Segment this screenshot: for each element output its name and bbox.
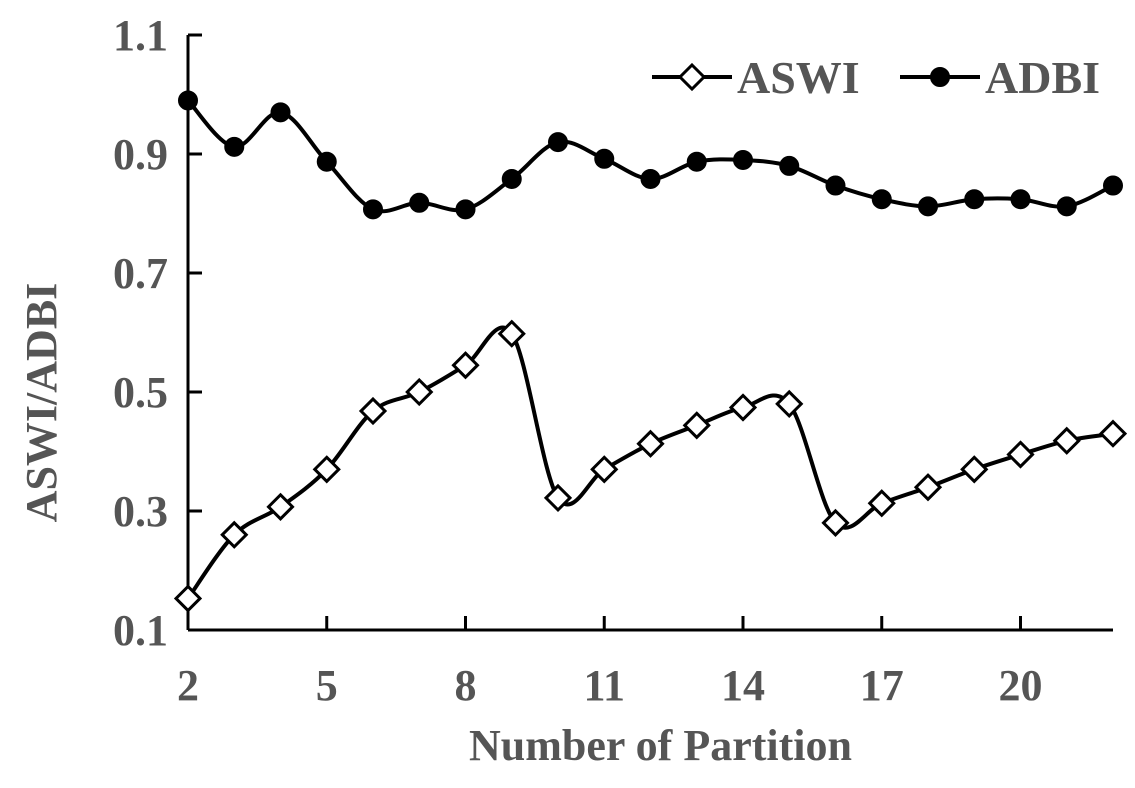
legend-item-adbi: ADBI xyxy=(900,52,1100,103)
data-point-adbi xyxy=(871,189,892,210)
x-tick-label: 14 xyxy=(721,661,765,710)
data-point-aswi xyxy=(775,389,804,419)
y-tick-label: 0.1 xyxy=(113,606,168,655)
y-tick-label: 1.1 xyxy=(113,11,168,60)
axes xyxy=(186,35,1113,632)
data-point-adbi xyxy=(270,102,291,123)
data-point-aswi xyxy=(451,351,480,380)
y-axis-title: ASWI/ADBI xyxy=(17,283,66,523)
y-ticks: 0.1 0.3 0.5 0.7 0.9 1.1 xyxy=(113,11,202,655)
series-line-aswi xyxy=(186,325,1114,600)
legend-label-aswi: ASWI xyxy=(737,52,860,103)
data-point-adbi xyxy=(594,148,615,169)
data-point-adbi xyxy=(918,196,938,217)
data-point-aswi xyxy=(266,492,295,521)
x-axis-title: Number of Partition xyxy=(469,721,852,770)
data-point-aswi xyxy=(497,319,526,348)
legend-label-adbi: ADBI xyxy=(985,52,1100,103)
legend-marker-adbi xyxy=(930,67,950,87)
y-tick-label: 0.7 xyxy=(113,249,168,298)
data-point-adbi xyxy=(501,168,522,189)
data-point-adbi xyxy=(363,199,383,220)
data-point-aswi xyxy=(728,393,758,422)
data-point-adbi xyxy=(640,168,661,189)
series-adbi xyxy=(178,90,1123,220)
data-point-aswi xyxy=(913,473,943,502)
data-point-aswi xyxy=(173,584,203,613)
data-point-aswi xyxy=(1098,419,1128,448)
data-point-adbi xyxy=(548,132,568,153)
data-point-aswi xyxy=(405,377,434,407)
data-point-aswi xyxy=(1006,440,1035,469)
data-point-adbi xyxy=(224,136,245,157)
x-tick-label: 20 xyxy=(999,661,1043,710)
x-tick-label: 5 xyxy=(316,661,338,710)
data-point-adbi xyxy=(825,175,846,196)
data-point-adbi xyxy=(455,199,476,220)
y-tick-label: 0.3 xyxy=(113,487,168,536)
data-point-aswi xyxy=(821,508,850,538)
data-point-adbi xyxy=(779,155,800,176)
series-layer xyxy=(173,90,1128,613)
data-point-aswi xyxy=(1052,426,1081,455)
data-point-adbi xyxy=(964,189,985,210)
data-point-adbi xyxy=(1010,189,1031,210)
data-point-adbi xyxy=(686,151,707,172)
legend: ASWI ADBI xyxy=(652,52,1100,103)
legend-item-aswi: ASWI xyxy=(652,52,860,103)
data-point-adbi xyxy=(316,151,337,172)
y-tick-label: 0.9 xyxy=(113,130,168,179)
x-ticks: 2 5 8 11 14 17 20 xyxy=(177,616,1043,710)
data-point-aswi xyxy=(682,411,711,440)
data-point-aswi xyxy=(867,489,896,518)
x-tick-label: 11 xyxy=(583,661,625,710)
x-tick-label: 2 xyxy=(177,661,199,710)
data-point-aswi xyxy=(220,520,249,549)
data-point-aswi xyxy=(312,455,341,484)
series-aswi xyxy=(173,319,1128,613)
y-tick-label: 0.5 xyxy=(113,368,168,417)
data-point-adbi xyxy=(1103,175,1123,196)
x-tick-label: 17 xyxy=(860,661,904,710)
data-point-adbi xyxy=(178,90,198,111)
data-point-aswi xyxy=(590,455,619,484)
data-point-adbi xyxy=(409,192,430,213)
data-point-adbi xyxy=(1056,196,1077,217)
x-tick-label: 8 xyxy=(455,661,477,710)
data-point-aswi xyxy=(543,483,573,513)
data-point-adbi xyxy=(733,149,753,170)
data-point-aswi xyxy=(358,396,388,426)
data-point-aswi xyxy=(960,455,989,484)
legend-marker-aswi xyxy=(677,62,707,92)
data-point-aswi xyxy=(636,429,665,458)
